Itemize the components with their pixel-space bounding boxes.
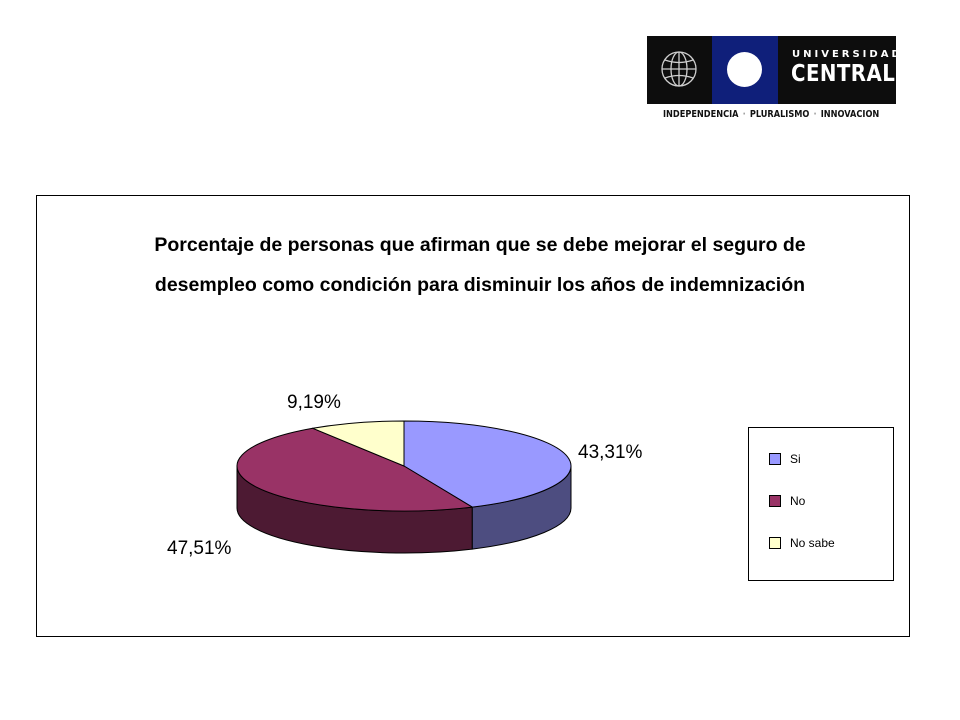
legend: Si No No sabe (748, 427, 894, 581)
globe-icon (661, 51, 697, 87)
pie-slice-no-sabe (311, 420, 405, 467)
motto-word-3: INNOVACION (820, 109, 880, 120)
legend-swatch-no-sabe (769, 537, 781, 549)
logo-line2: CENTRAL (791, 61, 896, 87)
legend-item-no-sabe: No sabe (769, 536, 835, 550)
chart-title: Porcentaje de personas que afirman que s… (60, 225, 900, 305)
legend-swatch-si (769, 453, 781, 465)
legend-label-no: No (790, 494, 806, 508)
logo-white-circle (727, 52, 762, 87)
motto-word-1: INDEPENDENCIA (663, 109, 739, 120)
slice-label-si: 43,31% (578, 442, 643, 463)
chart-title-line-1: Porcentaje de personas que afirman que s… (154, 234, 806, 256)
logo-line1: UNIVERSIDAD (792, 49, 903, 60)
chart-title-line-2: desempleo como condición para disminuir … (154, 274, 806, 296)
legend-label-si: Si (790, 452, 801, 466)
legend-swatch-no (769, 495, 781, 507)
motto-separator: · (813, 109, 817, 120)
legend-label-no-sabe: No sabe (790, 536, 835, 550)
logo-motto: INDEPENDENCIA · PLURALISMO · INNOVACION (663, 109, 879, 120)
legend-item-si: Si (769, 452, 801, 466)
slice-label-no: 47,51% (167, 538, 232, 559)
motto-word-2: PLURALISMO (749, 109, 810, 120)
pie-slice-no (236, 427, 474, 512)
legend-item-no: No (769, 494, 805, 508)
motto-separator: · (742, 109, 746, 120)
pie-slice-si (403, 420, 572, 508)
chart-frame (36, 195, 910, 637)
slice-label-no-sabe: 9,19% (287, 392, 341, 413)
